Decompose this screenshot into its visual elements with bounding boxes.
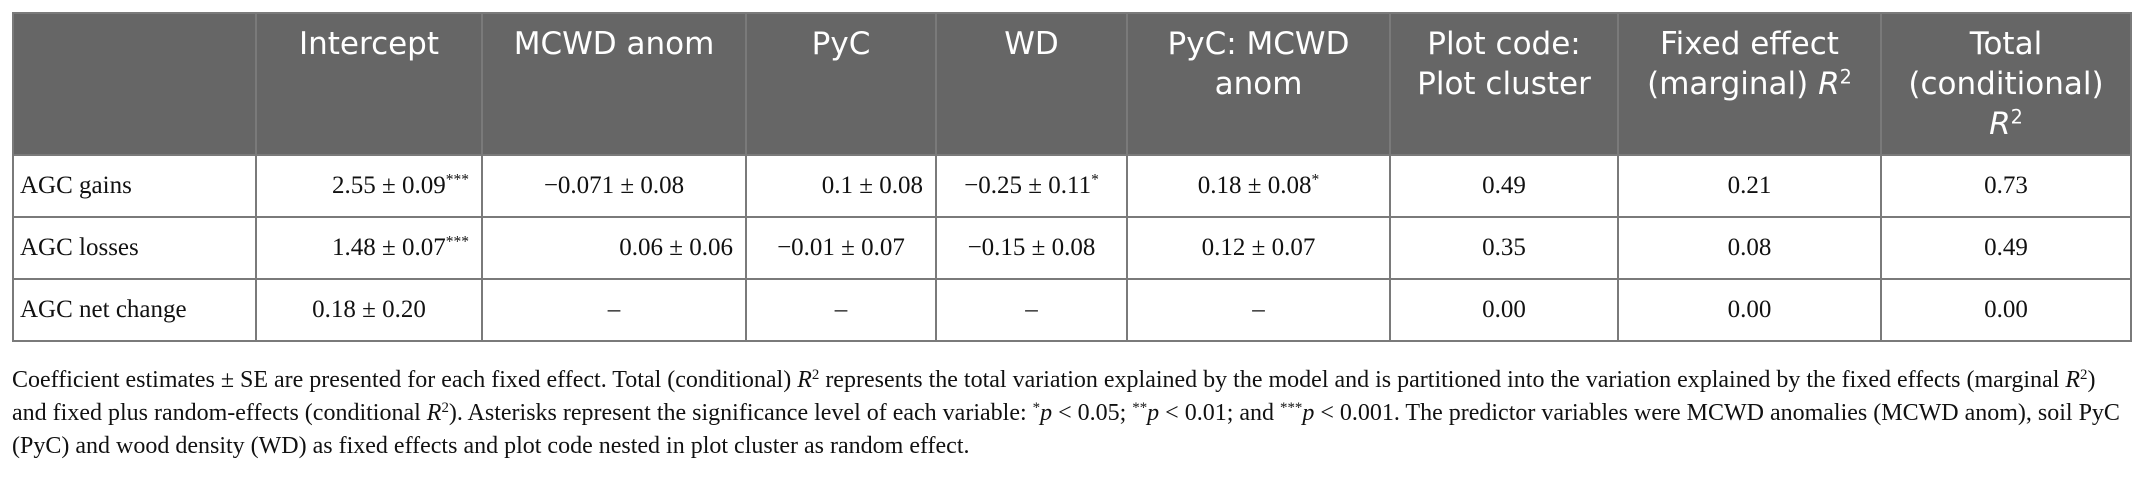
cell-fixed-effect: 0.21 (1617, 154, 1882, 218)
cell-total: 0.49 (1880, 216, 2132, 280)
table-row: AGC losses 1.48 ± 0.07*** 0.06 ± 0.06 −0… (12, 216, 2132, 280)
caption-p: p (1147, 400, 1160, 426)
significance-marker: * (1091, 171, 1099, 189)
cell-intercept: 1.48 ± 0.07*** (255, 216, 483, 280)
caption-p: p (1302, 400, 1315, 426)
row-label: AGC losses (12, 216, 257, 280)
cell-value: −0.15 ± 0.08 (967, 234, 1096, 261)
caption-squared: 2 (441, 399, 449, 416)
header-fixed-line2: (marginal) (1647, 66, 1819, 102)
header-fixed-line1: Fixed effect (1660, 26, 1839, 62)
cell-value: – (834, 296, 848, 323)
cell-pyc-mcwd: 0.18 ± 0.08* (1126, 154, 1391, 218)
caption-part: ). Asterisks represent the significance … (448, 400, 1033, 426)
header-fixed-squared: 2 (1839, 65, 1852, 89)
cell-pyc: 0.1 ± 0.08 (745, 154, 937, 218)
header-total-r: R (1989, 106, 2011, 142)
header-total: Total (conditional) R2 (1880, 12, 2132, 156)
header-fixed-r: R (1818, 66, 1840, 102)
cell-value: – (1252, 296, 1265, 323)
table-row: AGC net change 0.18 ± 0.20 – – – – 0.00 … (12, 278, 2132, 342)
cell-value: – (607, 296, 621, 323)
cell-wd: – (935, 278, 1128, 342)
cell-value: −0.01 ± 0.07 (777, 234, 905, 261)
caption-part: represents the total variation explained… (819, 367, 2066, 393)
header-pyc-label: PyC (811, 26, 871, 62)
header-row: Intercept MCWD anom PyC WD PyC: MCWD ano… (12, 12, 2132, 156)
caption-part: ) and fixed plus random-effects (conditi… (12, 367, 2096, 426)
header-wd: WD (935, 12, 1128, 156)
cell-mcwd: −0.071 ± 0.08 (481, 154, 747, 218)
cell-plot-code: 0.49 (1389, 154, 1619, 218)
caption-star: *** (1280, 399, 1303, 416)
caption-star: * (1032, 399, 1041, 416)
cell-plot-code: 0.35 (1389, 216, 1619, 280)
caption-part: < 0.001. The predictor variables were MC… (12, 400, 2120, 459)
significance-marker: *** (445, 171, 469, 189)
cell-wd: −0.15 ± 0.08 (935, 216, 1128, 280)
cell-value: −0.25 ± 0.11 (964, 172, 1092, 199)
cell-value: – (1025, 296, 1038, 323)
header-pyc: PyC (745, 12, 937, 156)
caption-r: R (797, 367, 812, 393)
cell-value: 1.48 ± 0.07 (332, 234, 446, 261)
cell-value: 0.18 ± 0.20 (312, 296, 426, 323)
cell-fixed-effect: 0.00 (1617, 278, 1882, 342)
header-intercept: Intercept (255, 12, 483, 156)
caption-part: < 0.01; and (1159, 400, 1281, 426)
cell-value: 0.06 ± 0.06 (619, 234, 733, 261)
cell-intercept: 2.55 ± 0.09*** (255, 154, 483, 218)
cell-value: 0.1 ± 0.08 (821, 172, 923, 199)
caption-text: Coefficient estimates ± SE are presented… (12, 364, 2132, 463)
header-fixed-effect: Fixed effect (marginal) R2 (1617, 12, 1882, 156)
caption-star: ** (1132, 399, 1148, 416)
header-total-line1: Total (1969, 26, 2043, 62)
caption-part: < 0.05; (1052, 400, 1133, 426)
header-mcwd-label: MCWD anom (513, 26, 715, 62)
cell-value: 2.55 ± 0.09 (332, 172, 446, 199)
cell-total: 0.73 (1880, 154, 2132, 218)
cell-mcwd: 0.06 ± 0.06 (481, 216, 747, 280)
header-mcwd-anom: MCWD anom (481, 12, 747, 156)
header-total-line2: (conditional) (1908, 66, 2104, 102)
cell-wd: −0.25 ± 0.11* (935, 154, 1128, 218)
table-caption: Coefficient estimates ± SE are presented… (12, 364, 2132, 463)
cell-value: 0.12 ± 0.07 (1201, 234, 1316, 261)
header-wd-label: WD (1004, 26, 1059, 62)
caption-p: p (1040, 400, 1053, 426)
header-pyc-mcwd: PyC: MCWD anom (1126, 12, 1391, 156)
cell-value: 0.18 ± 0.08 (1197, 172, 1312, 199)
cell-pyc: −0.01 ± 0.07 (745, 216, 937, 280)
header-intercept-label: Intercept (298, 26, 440, 62)
caption-r: R (2065, 367, 2081, 393)
table-container: Intercept MCWD anom PyC WD PyC: MCWD ano… (12, 12, 2132, 342)
cell-plot-code: 0.00 (1389, 278, 1619, 342)
cell-value: −0.071 ± 0.08 (543, 172, 685, 199)
caption-r: R (426, 400, 442, 426)
header-pyc-mcwd-line2: anom (1214, 66, 1303, 102)
significance-marker: *** (445, 233, 469, 251)
row-label: AGC gains (12, 154, 257, 218)
cell-pyc: – (745, 278, 937, 342)
cell-pyc-mcwd: – (1126, 278, 1391, 342)
cell-fixed-effect: 0.08 (1617, 216, 1882, 280)
header-pyc-mcwd-line1: PyC: MCWD (1167, 26, 1350, 62)
caption-squared: 2 (811, 366, 820, 383)
header-plot-code: Plot code: Plot cluster (1389, 12, 1619, 156)
header-plot-code-line1: Plot code: (1427, 26, 1581, 62)
cell-intercept: 0.18 ± 0.20 (255, 278, 483, 342)
cell-total: 0.00 (1880, 278, 2132, 342)
caption-part: Coefficient estimates ± SE are presented… (12, 367, 798, 393)
header-plot-code-line2: Plot cluster (1417, 66, 1591, 102)
significance-marker: * (1311, 171, 1320, 189)
cell-pyc-mcwd: 0.12 ± 0.07 (1126, 216, 1391, 280)
cell-mcwd: – (481, 278, 747, 342)
row-label: AGC net change (12, 278, 257, 342)
header-total-squared: 2 (2010, 105, 2023, 129)
results-table: Intercept MCWD anom PyC WD PyC: MCWD ano… (12, 12, 2132, 342)
table-row: AGC gains 2.55 ± 0.09*** −0.071 ± 0.08 0… (12, 154, 2132, 218)
caption-squared: 2 (2080, 366, 2088, 383)
header-empty (12, 12, 257, 156)
